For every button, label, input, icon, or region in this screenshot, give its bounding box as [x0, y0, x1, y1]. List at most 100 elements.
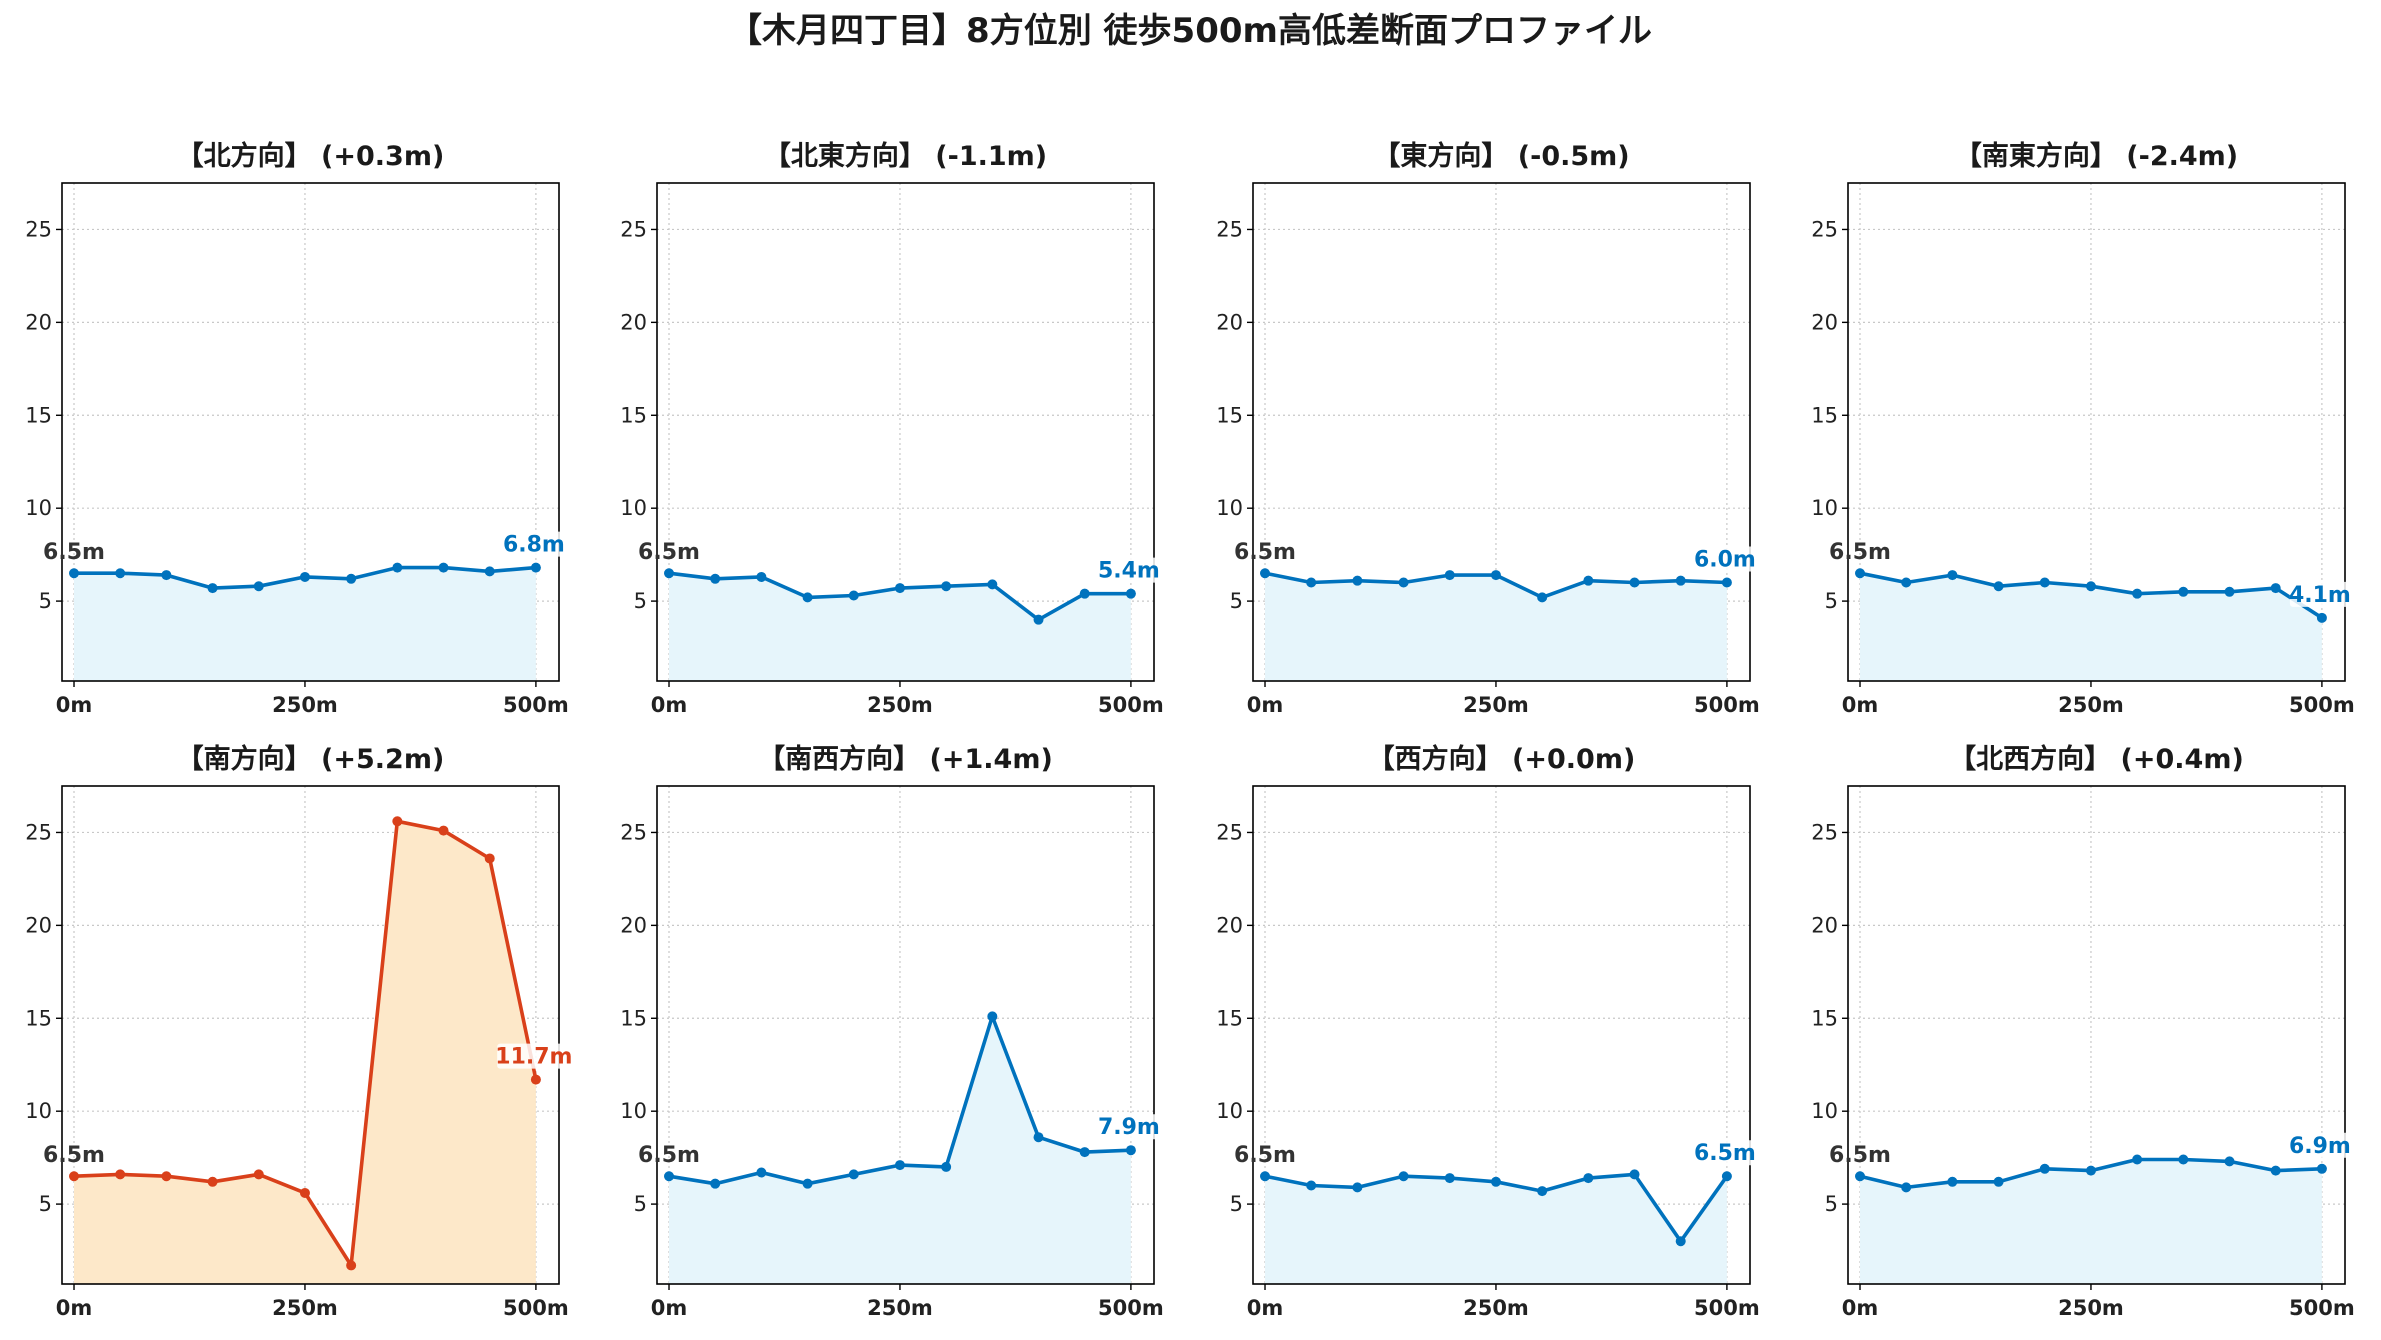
axes-frame	[1847, 182, 2346, 682]
data-point	[894, 1160, 905, 1171]
data-point	[664, 1171, 675, 1182]
data-point	[115, 568, 126, 579]
x-tick-label: 250m	[867, 693, 933, 717]
x-tick-label: 250m	[1463, 1296, 1529, 1320]
axes-frame	[1252, 182, 1751, 682]
data-point	[1306, 1180, 1317, 1191]
data-point	[1855, 1171, 1866, 1182]
y-tick-label: 20	[620, 913, 647, 937]
data-point	[2178, 586, 2189, 597]
panel-title: 【東方向】 (-0.5m)	[1373, 140, 1629, 172]
data-point	[253, 581, 264, 592]
data-point	[1721, 1171, 1732, 1182]
data-point	[710, 573, 721, 584]
data-point	[115, 1169, 126, 1180]
data-point	[1583, 575, 1594, 586]
y-tick-label: 25	[1811, 217, 1838, 241]
data-point	[1079, 588, 1090, 599]
y-tick-label: 15	[620, 1006, 647, 1030]
y-tick-label: 20	[1811, 913, 1838, 937]
data-point	[299, 1187, 310, 1198]
data-point	[2178, 1154, 2189, 1165]
y-tick-label: 10	[25, 496, 52, 520]
data-point	[848, 1169, 859, 1180]
data-point	[484, 853, 495, 864]
y-tick-label: 15	[25, 1006, 52, 1030]
x-tick-label: 500m	[1098, 1296, 1164, 1320]
data-point	[1993, 1176, 2004, 1187]
panel-title: 【南西方向】 (+1.4m)	[758, 743, 1053, 775]
end-label: 5.4m	[1098, 559, 1160, 584]
y-tick-label: 25	[25, 217, 52, 241]
data-point	[530, 562, 541, 573]
data-point	[2039, 577, 2050, 588]
y-tick-label: 10	[620, 1099, 647, 1123]
x-tick-label: 500m	[503, 1296, 569, 1320]
start-label: 6.5m	[638, 1143, 700, 1168]
data-point	[346, 1260, 357, 1271]
data-point	[299, 571, 310, 582]
y-tick-label: 15	[1811, 1006, 1838, 1030]
end-label-backdrop	[1694, 1140, 1755, 1166]
area-fill	[669, 1016, 1131, 1284]
data-point	[802, 1178, 813, 1189]
data-point	[1583, 1173, 1594, 1184]
y-tick-label: 25	[620, 217, 647, 241]
x-tick-label: 250m	[2058, 693, 2124, 717]
y-tick-label: 10	[1216, 1099, 1243, 1123]
data-point	[1901, 577, 1912, 588]
data-point	[1306, 577, 1317, 588]
data-point	[1629, 1169, 1640, 1180]
data-point	[1033, 614, 1044, 625]
x-tick-label: 0m	[1247, 693, 1284, 717]
end-label: 6.0m	[1694, 548, 1756, 573]
x-tick-label: 0m	[56, 693, 93, 717]
data-point	[438, 562, 449, 573]
area-fill	[74, 821, 536, 1284]
end-label: 4.1m	[2289, 583, 2351, 608]
end-label: 6.5m	[1694, 1141, 1756, 1166]
data-point	[2132, 588, 2143, 599]
data-point	[161, 1171, 172, 1182]
data-point	[2316, 1163, 2327, 1174]
axes-frame	[656, 182, 1155, 682]
x-tick-label: 250m	[2058, 1296, 2124, 1320]
data-point	[941, 1161, 952, 1172]
y-tick-label: 25	[1216, 217, 1243, 241]
end-label-backdrop	[2289, 581, 2350, 607]
end-label-backdrop	[503, 531, 564, 557]
x-tick-label: 0m	[651, 1296, 688, 1320]
data-point	[1721, 577, 1732, 588]
y-tick-label: 10	[1216, 496, 1243, 520]
data-point	[69, 1171, 80, 1182]
x-tick-label: 0m	[56, 1296, 93, 1320]
y-tick-label: 25	[620, 820, 647, 844]
data-point	[1901, 1182, 1912, 1193]
data-point	[438, 825, 449, 836]
y-tick-label: 5	[1825, 589, 1838, 613]
data-point	[2224, 586, 2235, 597]
panel-title: 【北東方向】 (-1.1m)	[764, 140, 1047, 172]
data-point	[2224, 1156, 2235, 1167]
x-tick-label: 500m	[2289, 1296, 2355, 1320]
data-point	[894, 583, 905, 594]
data-point	[1490, 1176, 1501, 1187]
data-point	[1490, 570, 1501, 581]
data-point	[1537, 592, 1548, 603]
y-tick-label: 20	[1811, 310, 1838, 334]
data-point	[1444, 1173, 1455, 1184]
data-point	[1947, 570, 1958, 581]
y-tick-label: 10	[25, 1099, 52, 1123]
data-point	[987, 1011, 998, 1022]
data-point	[2270, 583, 2281, 594]
y-tick-label: 5	[1825, 1192, 1838, 1216]
x-tick-label: 0m	[651, 693, 688, 717]
end-label: 6.8m	[503, 533, 565, 558]
y-tick-label: 15	[1216, 1006, 1243, 1030]
y-tick-label: 15	[620, 403, 647, 427]
end-label: 7.9m	[1098, 1115, 1160, 1140]
data-point	[207, 583, 218, 594]
panel-title: 【北方向】 (+0.3m)	[177, 140, 445, 172]
x-tick-label: 500m	[2289, 693, 2355, 717]
